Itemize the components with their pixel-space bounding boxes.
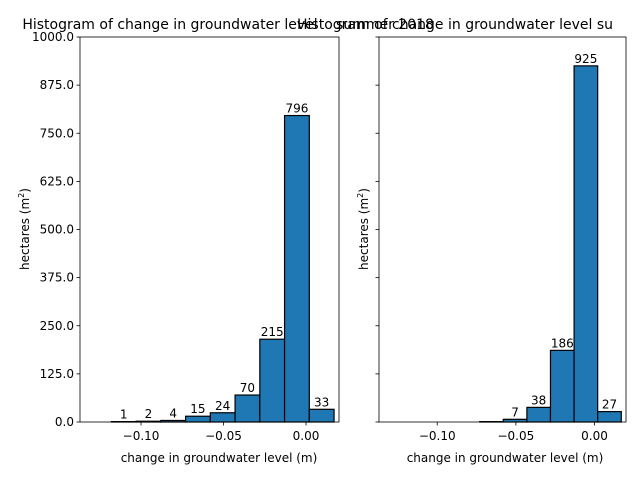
y-tick-label: 500.0 [40, 223, 74, 237]
bar-data-label: 925 [574, 52, 597, 66]
bar-data-label: 15 [190, 402, 205, 416]
x-tick-label: −0.05 [497, 429, 534, 443]
bar-data-label: 70 [240, 381, 255, 395]
chart-title: Histogram of change in groundwater level… [297, 17, 613, 33]
bar-data-label: 27 [602, 398, 617, 412]
bar-data-label: 33 [314, 395, 329, 409]
histogram-bar [234, 394, 261, 423]
histogram-bar [597, 411, 622, 423]
bar-data-label: 215 [261, 325, 284, 339]
y-tick-label: 750.0 [40, 126, 74, 140]
y-axis-label-suffix: ) [357, 188, 371, 193]
bar-data-label: 24 [215, 399, 230, 413]
y-tick-label: 625.0 [40, 174, 74, 188]
x-axis-label: change in groundwater level (m) [121, 451, 318, 465]
histogram-bar [308, 408, 335, 423]
chart-title-overlap: summer 2018 [336, 17, 434, 33]
y-axis-label-superscript: 2 [17, 193, 26, 198]
bar-data-label: 1 [120, 408, 128, 422]
x-tick-label: −0.05 [205, 429, 242, 443]
histogram-bar [184, 415, 211, 423]
bar-data-label: 7 [511, 405, 519, 419]
bar-data-label: 186 [551, 336, 574, 350]
x-tick-label: −0.10 [123, 429, 160, 443]
y-tick-label: 875.0 [40, 78, 74, 92]
x-axis-ticks: −0.10 −0.05 0.00 [123, 422, 320, 443]
y-axis-ticks: 0.0 125.0 250.0 375.0 500.0 625.0 750.0 875.0 10… [32, 30, 80, 429]
histogram-bar [209, 412, 236, 423]
x-tick-label: 0.00 [293, 429, 320, 443]
bar-data-label: 796 [285, 102, 308, 116]
y-tick-label: 1000.0 [32, 30, 74, 44]
histogram-bar [502, 418, 528, 423]
histogram-bar [573, 65, 599, 423]
y-tick-label: 375.0 [40, 271, 74, 285]
y-axis-label-text: hectares (m [18, 198, 32, 270]
x-tick-label: −0.10 [419, 429, 456, 443]
bar-data-label: 38 [531, 393, 546, 407]
x-tick-label: 0.00 [581, 429, 608, 443]
y-axis-label-superscript: 2 [356, 193, 365, 198]
chart-title: Histogram of change in groundwater level [22, 17, 317, 33]
y-tick-label: 250.0 [40, 319, 74, 333]
bar-data-label: 4 [169, 406, 177, 420]
histogram-left: Histogram of change in groundwater level… [17, 17, 340, 465]
x-axis-label: change in groundwater level (m) [407, 451, 604, 465]
y-axis-label-suffix: ) [18, 188, 32, 193]
x-axis-ticks: −0.10 −0.05 0.00 [419, 422, 608, 443]
histogram-right: 7 38 186 925 27 −0.10 −0.05 0.00 change in gro… [297, 17, 627, 465]
y-axis-label: hectares (m2) [17, 188, 32, 270]
histogram-bar [283, 114, 310, 423]
y-axis-label: hectares (m2) [356, 188, 371, 270]
y-axis-label-text: hectares (m [357, 198, 371, 270]
histogram-bar [259, 338, 286, 423]
y-axis-ticks [375, 36, 379, 423]
y-tick-label: 125.0 [40, 367, 74, 381]
data-label-group: 7 38 186 925 27 [511, 52, 617, 419]
bar-data-label: 2 [145, 407, 153, 421]
y-tick-label: 0.0 [55, 415, 74, 429]
histogram-bar [526, 406, 552, 423]
bar-group [110, 114, 335, 423]
histogram-bar [549, 349, 575, 423]
